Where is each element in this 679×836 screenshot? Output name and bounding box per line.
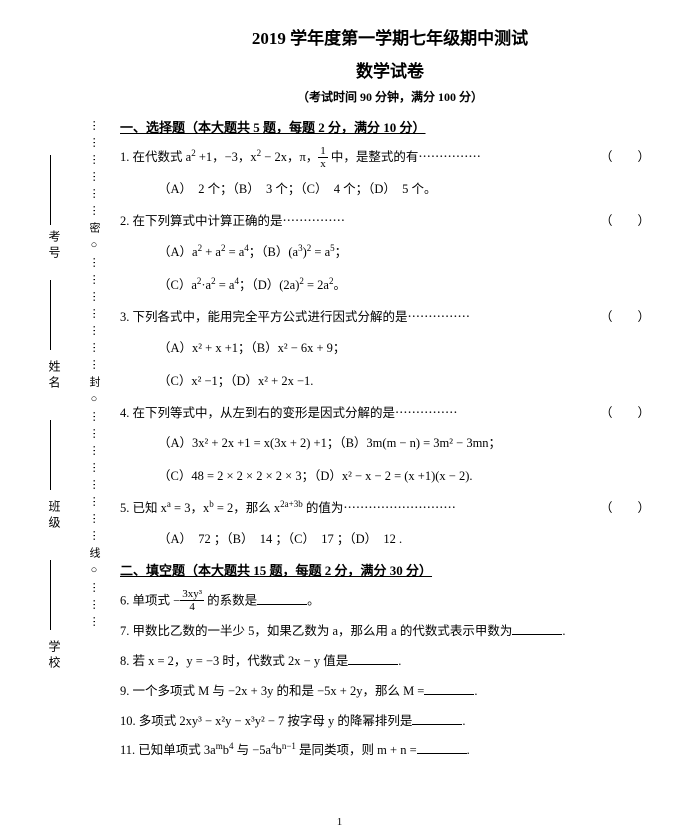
q3-options-line2: （C）x² −1；（D）x² + 2x −1. <box>120 369 660 394</box>
binding-gutter: 学校 班级 姓名 考号 ⋯⋯⋯⋯⋯⋯密○⋯⋯⋯⋯⋯⋯⋯封○⋯⋯⋯⋯⋯⋯⋯⋯线○⋯… <box>14 0 104 836</box>
q4-text: 4. 在下列等式中，从左到右的变形是因式分解的是⋯⋯⋯⋯⋯ <box>120 406 458 420</box>
q1-options: （A） 2 个；（B） 3 个；（C） 4 个；（D） 5 个。 <box>120 177 660 202</box>
exam-info: （考试时间 90 分钟，满分 100 分） <box>120 88 660 105</box>
q3-paren: （ ） <box>600 306 650 330</box>
question-11: 11. 已知单项式 3amb4 与 −5a4bn−1 是同类项，则 m + n … <box>120 739 660 763</box>
gutter-line-class <box>50 420 51 490</box>
gutter-line-number <box>50 155 51 225</box>
q2-options-line2: （C）a2·a2 = a4；（D）(2a)2 = 2a2。 <box>120 273 660 298</box>
q9-blank <box>424 683 474 695</box>
q8-blank <box>348 653 398 665</box>
question-7: 7. 甲数比乙数的一半少 5，如果乙数为 a，那么用 a 的代数式表示甲数为. <box>120 620 660 644</box>
gutter-label-school: 学校 <box>46 640 63 672</box>
q6-blank <box>257 593 307 605</box>
q1-text: 1. 在代数式 a2 +1，−3，x2 − 2x，π，1x 中，是整式的有⋯⋯⋯… <box>120 150 481 164</box>
q11-blank <box>417 742 467 754</box>
question-8: 8. 若 x = 2，y = −3 时，代数式 2x − y 值是. <box>120 650 660 674</box>
q2-options-line1: （A）a2 + a2 = a4；（B）(a3)2 = a5； <box>120 240 660 265</box>
q5-text: 5. 已知 xa = 3，xb = 2，那么 x2a+3b 的值为⋯⋯⋯⋯⋯⋯⋯… <box>120 501 456 515</box>
q5-options: （A） 72 ；（B） 14 ；（C） 17 ；（D） 12 . <box>120 527 660 552</box>
q1-paren: （ ） <box>600 146 650 170</box>
title-sub: 数学试卷 <box>120 57 660 82</box>
gutter-label-name: 姓名 <box>46 360 63 392</box>
question-3: 3. 下列各式中，能用完全平方公式进行因式分解的是⋯⋯⋯⋯⋯ （ ） <box>120 306 660 330</box>
q2-paren: （ ） <box>600 210 650 234</box>
q2-text: 2. 在下列算式中计算正确的是⋯⋯⋯⋯⋯ <box>120 214 345 228</box>
title-main: 2019 学年度第一学期七年级期中测试 <box>120 24 660 49</box>
gutter-label-number: 考号 <box>46 230 63 262</box>
section-2-header: 二、填空题（本大题共 15 题，每题 2 分，满分 30 分） <box>120 560 660 579</box>
section-1-header: 一、选择题（本大题共 5 题，每题 2 分，满分 10 分） <box>120 117 660 136</box>
q5-paren: （ ） <box>600 497 650 521</box>
q3-text: 3. 下列各式中，能用完全平方公式进行因式分解的是⋯⋯⋯⋯⋯ <box>120 310 470 324</box>
q4-paren: （ ） <box>600 402 650 426</box>
question-2: 2. 在下列算式中计算正确的是⋯⋯⋯⋯⋯ （ ） <box>120 210 660 234</box>
q4-options-line1: （A）3x² + 2x +1 = x(3x + 2) +1；（B）3m(m − … <box>120 431 660 456</box>
q7-blank <box>512 623 562 635</box>
gutter-seal-line: ⋯⋯⋯⋯⋯⋯密○⋯⋯⋯⋯⋯⋯⋯封○⋯⋯⋯⋯⋯⋯⋯⋯线○⋯⋯⋯ <box>86 120 102 810</box>
q10-blank <box>412 713 462 725</box>
question-4: 4. 在下列等式中，从左到右的变形是因式分解的是⋯⋯⋯⋯⋯ （ ） <box>120 402 660 426</box>
q3-options-line1: （A）x² + x +1；（B）x² − 6x + 9； <box>120 336 660 361</box>
gutter-label-class: 班级 <box>46 500 63 532</box>
question-6: 6. 单项式 −3xy³4 的系数是。 <box>120 589 660 614</box>
gutter-line-name <box>50 280 51 350</box>
page-content: 2019 学年度第一学期七年级期中测试 数学试卷 （考试时间 90 分钟，满分 … <box>120 24 660 769</box>
question-5: 5. 已知 xa = 3，xb = 2，那么 x2a+3b 的值为⋯⋯⋯⋯⋯⋯⋯… <box>120 497 660 521</box>
gutter-line-school <box>50 560 51 630</box>
question-1: 1. 在代数式 a2 +1，−3，x2 − 2x，π，1x 中，是整式的有⋯⋯⋯… <box>120 146 660 171</box>
q4-options-line2: （C）48 = 2 × 2 × 2 × 2 × 3；（D）x² − x − 2 … <box>120 464 660 489</box>
question-9: 9. 一个多项式 M 与 −2x + 3y 的和是 −5x + 2y，那么 M … <box>120 680 660 704</box>
page-number: 1 <box>0 816 679 828</box>
question-10: 10. 多项式 2xy³ − x²y − x³y² − 7 按字母 y 的降幂排… <box>120 710 660 734</box>
